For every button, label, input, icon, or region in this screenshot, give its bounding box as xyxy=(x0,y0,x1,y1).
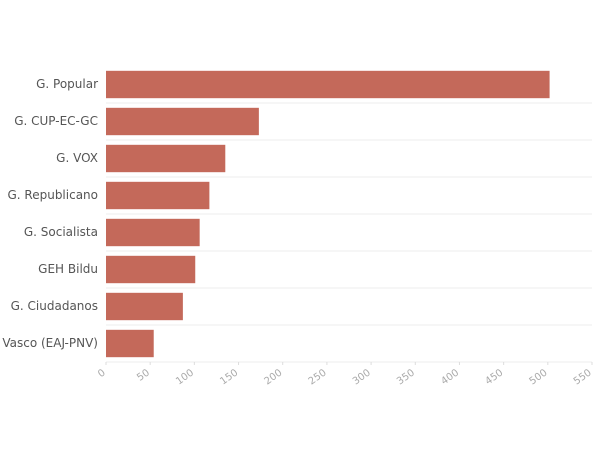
y-tick-label: G. VOX xyxy=(56,151,98,165)
y-tick-label: G. Socialista xyxy=(24,225,98,239)
y-tick-label: GEH Bildu xyxy=(38,262,98,276)
bar xyxy=(106,255,196,284)
x-tick-label: 200 xyxy=(262,367,284,387)
y-tick-label: G. Vasco (EAJ-PNV) xyxy=(0,336,98,350)
bar xyxy=(106,181,210,210)
y-tick-label: G. Ciudadanos xyxy=(11,299,98,313)
x-tick-label: 300 xyxy=(351,367,373,387)
y-tick-label: G. Republicano xyxy=(7,188,98,202)
bar xyxy=(106,292,183,321)
bar xyxy=(106,329,154,358)
x-tick-label: 550 xyxy=(572,367,594,387)
x-tick-label: 450 xyxy=(483,367,505,387)
x-tick-label: 350 xyxy=(395,367,417,387)
y-tick-label: G. Popular xyxy=(36,77,98,91)
x-tick-label: 0 xyxy=(96,367,108,380)
x-tick-label: 400 xyxy=(439,367,461,387)
bar xyxy=(106,107,259,136)
x-tick-label: 100 xyxy=(174,367,196,387)
bar xyxy=(106,218,200,247)
x-tick-label: 250 xyxy=(307,367,329,387)
x-tick-label: 50 xyxy=(135,367,152,383)
x-tick-label: 500 xyxy=(528,367,550,387)
bar xyxy=(106,70,550,99)
bar xyxy=(106,144,226,173)
y-tick-label: G. CUP-EC-GC xyxy=(14,114,98,128)
x-tick-label: 150 xyxy=(218,367,240,387)
